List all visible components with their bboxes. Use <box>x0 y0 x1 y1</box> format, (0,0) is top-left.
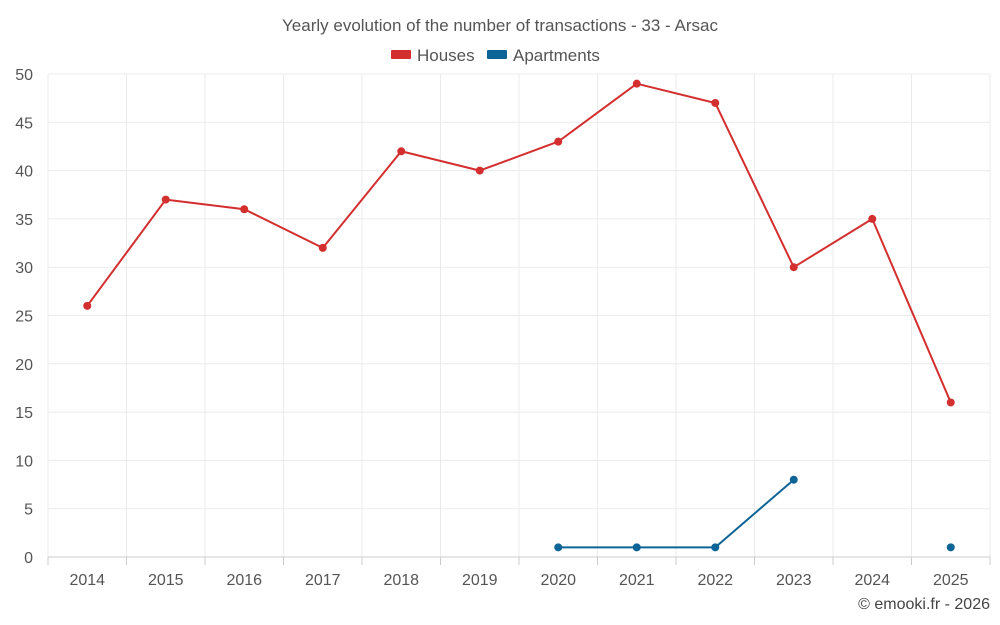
point-apartments-2021[interactable] <box>632 543 641 552</box>
point-houses-2015[interactable] <box>161 195 170 204</box>
x-tick-label: 2019 <box>462 572 498 589</box>
y-tick-label: 35 <box>15 212 33 229</box>
legend-label-apartments: Apartments <box>513 46 600 65</box>
point-houses-2021[interactable] <box>632 79 641 88</box>
x-tick-label: 2023 <box>776 572 812 589</box>
x-tick-label: 2016 <box>226 572 262 589</box>
credit-text: © emooki.fr - 2026 <box>858 596 990 613</box>
series-apartments <box>554 475 955 552</box>
legend-label-houses: Houses <box>417 46 475 65</box>
point-houses-2024[interactable] <box>868 214 877 223</box>
series <box>83 79 955 552</box>
line-apartments <box>558 478 795 549</box>
legend-item-houses[interactable]: Houses <box>391 46 475 65</box>
legend-swatch-apartments <box>487 50 507 59</box>
point-houses-2014[interactable] <box>83 301 92 310</box>
y-tick-label: 5 <box>24 502 33 519</box>
point-houses-2022[interactable] <box>711 98 720 107</box>
point-apartments-2020[interactable] <box>554 543 563 552</box>
point-houses-2025[interactable] <box>946 398 955 407</box>
y-tick-label: 30 <box>15 260 33 277</box>
point-apartments-2025[interactable] <box>946 543 955 552</box>
x-tick-label: 2025 <box>933 572 969 589</box>
y-tick-label: 0 <box>24 550 33 567</box>
y-tick-label: 40 <box>15 164 33 181</box>
x-tick-label: 2018 <box>383 572 419 589</box>
point-houses-2017[interactable] <box>318 243 327 252</box>
x-tick-label: 2021 <box>619 572 655 589</box>
y-tick-label: 20 <box>15 357 33 374</box>
point-houses-2016[interactable] <box>240 205 249 214</box>
point-houses-2019[interactable] <box>475 166 484 175</box>
x-tick-label: 2020 <box>540 572 576 589</box>
series-houses <box>83 79 955 407</box>
legend[interactable]: Houses Apartments <box>391 46 600 65</box>
x-tick-label: 2014 <box>69 572 105 589</box>
y-tick-label: 45 <box>15 115 33 132</box>
point-apartments-2022[interactable] <box>711 543 720 552</box>
point-houses-2020[interactable] <box>554 137 563 146</box>
grid <box>47 73 991 557</box>
y-tick-label: 50 <box>15 67 33 84</box>
x-tick-label: 2015 <box>148 572 184 589</box>
line-houses <box>86 82 952 403</box>
point-houses-2023[interactable] <box>789 263 798 272</box>
legend-swatch-houses <box>391 50 411 59</box>
legend-item-apartments[interactable]: Apartments <box>487 46 600 65</box>
chart-title: Yearly evolution of the number of transa… <box>282 16 718 35</box>
x-tick-label: 2024 <box>854 572 890 589</box>
y-tick-label: 15 <box>15 405 33 422</box>
x-tick-label: 2022 <box>697 572 733 589</box>
point-apartments-2023[interactable] <box>789 475 798 484</box>
y-tick-label: 10 <box>15 453 33 470</box>
point-houses-2018[interactable] <box>397 147 406 156</box>
x-tick-label: 2017 <box>305 572 341 589</box>
y-tick-label: 25 <box>15 309 33 326</box>
